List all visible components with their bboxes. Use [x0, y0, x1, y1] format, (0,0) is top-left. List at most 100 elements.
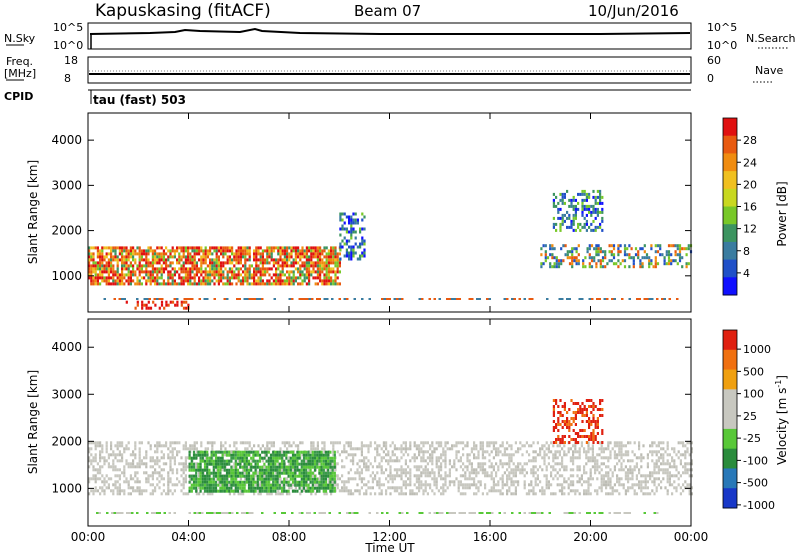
heatmap-cell — [508, 474, 511, 478]
heatmap-cell — [140, 258, 143, 262]
heatmap-cell — [618, 477, 621, 481]
heatmap-cell — [158, 276, 161, 280]
heatmap-cell — [513, 298, 516, 300]
heatmap-cell — [648, 256, 651, 260]
heatmap-cell — [479, 468, 482, 472]
heatmap-cell — [125, 480, 128, 484]
heatmap-cell — [276, 450, 279, 454]
heatmap-cell — [620, 444, 623, 448]
heatmap-cell — [579, 192, 582, 196]
heatmap-cell — [606, 298, 609, 300]
heatmap-cell — [363, 227, 366, 231]
heatmap-cell — [256, 486, 259, 490]
heatmap-cell — [136, 465, 139, 469]
heatmap-cell — [234, 471, 237, 475]
heatmap-cell — [413, 474, 416, 478]
heatmap-cell — [348, 257, 351, 261]
heatmap-cell — [321, 441, 324, 445]
heatmap-cell — [308, 267, 311, 271]
heatmap-cell — [577, 201, 580, 205]
heatmap-cell — [321, 261, 324, 265]
heatmap-cell — [151, 276, 154, 280]
heatmap-cell — [572, 474, 575, 478]
heatmap-cell — [294, 489, 297, 493]
heatmap-cell — [288, 255, 291, 259]
heatmap-cell — [99, 486, 102, 490]
heatmap-cell — [212, 465, 215, 469]
heatmap-cell — [243, 489, 246, 493]
heatmap-cell — [569, 474, 572, 478]
heatmap-cell — [114, 483, 117, 487]
heatmap-cell — [499, 462, 502, 466]
heatmap-cell — [569, 483, 572, 487]
heatmap-cell — [339, 215, 342, 219]
heatmap-cell — [110, 261, 113, 265]
heatmap-cell — [517, 468, 520, 472]
heatmap-cell — [292, 282, 295, 286]
heatmap-cell — [118, 282, 121, 286]
heatmap-cell — [274, 450, 277, 454]
heatmap-cell — [532, 465, 535, 469]
heatmap-cell — [666, 441, 669, 445]
heatmap-cell — [506, 468, 509, 472]
heatmap-cell — [316, 480, 319, 484]
heatmap-cell — [607, 474, 610, 478]
heatmap-cell — [322, 459, 325, 463]
heatmap-cell — [444, 465, 447, 469]
heatmap-cell — [242, 255, 245, 259]
heatmap-cell — [473, 441, 476, 445]
heatmap-cell — [92, 465, 95, 469]
heatmap-cell — [477, 486, 480, 490]
heatmap-cell — [589, 477, 592, 481]
heatmap-cell — [648, 259, 651, 263]
heatmap-cell — [199, 480, 202, 484]
heatmap-cell — [431, 444, 434, 448]
heatmap-cell — [651, 459, 654, 463]
heatmap-cell — [349, 477, 352, 481]
heatmap-cell — [624, 444, 627, 448]
heatmap-cell — [203, 465, 207, 469]
heatmap-cell — [215, 279, 218, 283]
heatmap-cell — [162, 468, 165, 472]
heatmap-cell — [261, 270, 264, 274]
heatmap-cell — [213, 276, 216, 280]
heatmap-cell — [547, 444, 550, 448]
heatmap-cell — [165, 252, 168, 256]
heatmap-cell — [259, 273, 262, 277]
heatmap-cell — [473, 456, 476, 460]
heatmap-cell — [184, 258, 187, 262]
heatmap-cell — [242, 249, 245, 253]
heatmap-cell — [308, 246, 311, 250]
heatmap-cell — [269, 462, 273, 466]
heatmap-cell — [679, 459, 682, 463]
heatmap-cell — [442, 459, 445, 463]
heatmap-cell — [167, 270, 170, 274]
heatmap-cell — [622, 444, 625, 448]
heatmap-cell — [568, 435, 571, 438]
heatmap-cell — [182, 480, 185, 484]
heatmap-cell — [656, 250, 660, 254]
heatmap-cell — [359, 257, 362, 261]
heatmap-cell — [188, 489, 191, 493]
heatmap-cell — [589, 456, 592, 460]
heatmap-cell — [123, 255, 126, 259]
heatmap-cell — [223, 486, 226, 490]
heatmap-cell — [176, 483, 179, 487]
heatmap-cell — [129, 264, 132, 268]
heatmap-cell — [329, 489, 332, 493]
heatmap-cell — [566, 225, 569, 229]
heatmap-cell — [185, 300, 188, 304]
heatmap-cell — [180, 270, 183, 274]
heatmap-cell — [156, 459, 159, 463]
heatmap-cell — [147, 279, 150, 283]
heatmap-cell — [169, 282, 172, 286]
heatmap-cell — [112, 267, 115, 271]
heatmap-cell — [341, 489, 344, 493]
heatmap-cell — [604, 265, 607, 269]
heatmap-cell — [140, 252, 143, 256]
heatmap-cell — [123, 298, 126, 300]
heatmap-cell — [459, 492, 462, 496]
heatmap-cell — [365, 483, 368, 487]
heatmap-cell — [134, 249, 137, 253]
heatmap-cell — [592, 435, 595, 438]
